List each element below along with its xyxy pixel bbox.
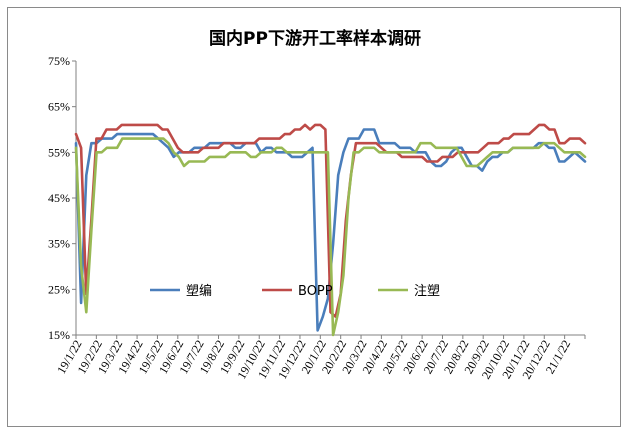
legend: 塑编 BOPP 注塑 <box>150 284 440 299</box>
legend-label-0: 塑编 <box>186 284 212 299</box>
series-line-2 <box>74 137 587 337</box>
chart-title: 国内PP下游开工率样本调研 <box>209 29 421 49</box>
y-tick-label: 65% <box>48 100 70 114</box>
series-line-1 <box>74 123 587 319</box>
y-tick-label: 15% <box>48 328 70 342</box>
y-tick-label: 25% <box>48 282 70 296</box>
legend-label-2: 注塑 <box>414 284 440 299</box>
axes: 15%25%35%45%55%65%75%19/1/2219/2/2219/3/… <box>48 54 586 381</box>
y-tick-label: 55% <box>48 145 70 159</box>
y-tick-label: 35% <box>48 237 70 251</box>
series-lines <box>74 123 587 337</box>
legend-label-1: BOPP <box>298 284 333 299</box>
y-tick-label: 75% <box>48 54 70 68</box>
y-tick-label: 45% <box>48 191 70 205</box>
